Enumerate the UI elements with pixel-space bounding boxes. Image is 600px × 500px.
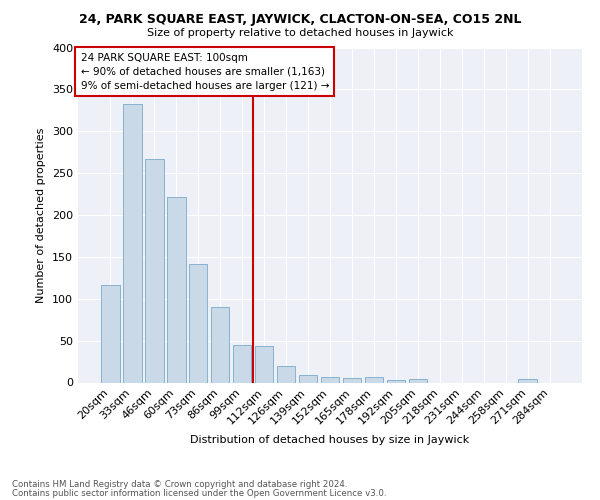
Text: Size of property relative to detached houses in Jaywick: Size of property relative to detached ho… (147, 28, 453, 38)
Bar (145, 159, 164, 382)
Bar (123, 104, 142, 382)
Bar (255, 346, 274, 382)
Bar (211, 307, 229, 382)
Bar (233, 345, 251, 383)
Bar (343, 378, 361, 382)
Bar (277, 366, 295, 382)
Text: 24 PARK SQUARE EAST: 100sqm
← 90% of detached houses are smaller (1,163)
9% of s: 24 PARK SQUARE EAST: 100sqm ← 90% of det… (80, 52, 329, 90)
Bar (189, 264, 208, 382)
Bar (365, 376, 383, 382)
Bar (518, 379, 537, 382)
Text: Contains public sector information licensed under the Open Government Licence v3: Contains public sector information licen… (12, 488, 386, 498)
Bar (299, 375, 317, 382)
Bar (386, 380, 405, 382)
Y-axis label: Number of detached properties: Number of detached properties (37, 128, 46, 302)
Text: 24, PARK SQUARE EAST, JAYWICK, CLACTON-ON-SEA, CO15 2NL: 24, PARK SQUARE EAST, JAYWICK, CLACTON-O… (79, 12, 521, 26)
Bar (320, 376, 340, 382)
Bar (167, 196, 185, 382)
Bar (409, 379, 427, 382)
Text: Contains HM Land Registry data © Crown copyright and database right 2024.: Contains HM Land Registry data © Crown c… (12, 480, 347, 489)
X-axis label: Distribution of detached houses by size in Jaywick: Distribution of detached houses by size … (190, 434, 470, 444)
Bar (101, 286, 119, 382)
